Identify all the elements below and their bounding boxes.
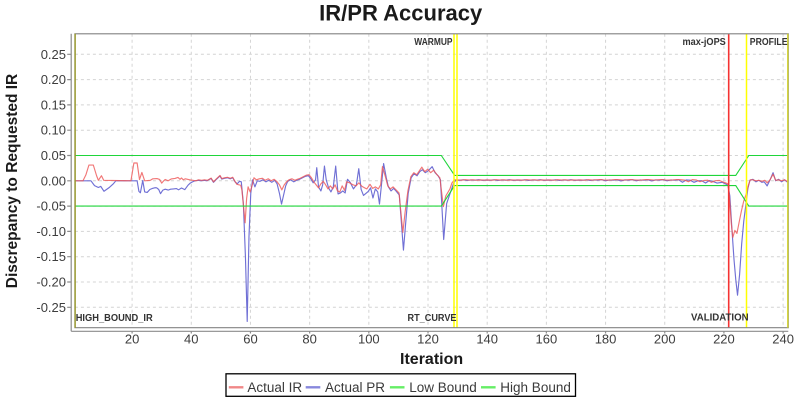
svg-text:100: 100 <box>358 332 380 347</box>
svg-text:PROFILE: PROFILE <box>750 37 788 48</box>
svg-text:High Bound: High Bound <box>500 380 571 395</box>
svg-text:max-jOPS: max-jOPS <box>683 37 726 48</box>
svg-text:0.15: 0.15 <box>41 97 66 112</box>
svg-text:Low Bound: Low Bound <box>409 380 477 395</box>
svg-text:Discrepancy to Requested IR: Discrepancy to Requested IR <box>4 74 21 288</box>
svg-text:40: 40 <box>184 332 198 347</box>
svg-text:VALIDATION: VALIDATION <box>691 313 749 324</box>
svg-text:Iteration: Iteration <box>400 351 463 368</box>
svg-text:-0.25: -0.25 <box>36 300 66 315</box>
svg-text:Actual IR: Actual IR <box>247 380 302 395</box>
svg-text:HIGH_BOUND_IR: HIGH_BOUND_IR <box>76 313 154 324</box>
svg-text:-0.10: -0.10 <box>36 224 66 239</box>
svg-text:IR/PR Accuracy: IR/PR Accuracy <box>319 0 483 25</box>
svg-text:-0.05: -0.05 <box>36 199 66 214</box>
svg-text:0.05: 0.05 <box>41 148 66 163</box>
svg-text:0.10: 0.10 <box>41 123 66 138</box>
svg-text:RT_CURVE: RT_CURVE <box>408 313 457 324</box>
svg-text:20: 20 <box>125 332 139 347</box>
svg-text:0.00: 0.00 <box>41 173 66 188</box>
svg-text:-0.15: -0.15 <box>36 249 66 264</box>
svg-text:Actual PR: Actual PR <box>325 380 385 395</box>
svg-text:160: 160 <box>536 332 558 347</box>
svg-text:220: 220 <box>713 332 735 347</box>
svg-text:80: 80 <box>302 332 316 347</box>
svg-text:120: 120 <box>417 332 439 347</box>
svg-text:140: 140 <box>476 332 498 347</box>
svg-text:WARMUP: WARMUP <box>414 37 452 48</box>
svg-text:0.20: 0.20 <box>41 72 66 87</box>
svg-text:60: 60 <box>243 332 257 347</box>
svg-text:180: 180 <box>595 332 617 347</box>
svg-text:0.25: 0.25 <box>41 47 66 62</box>
svg-text:240: 240 <box>772 332 794 347</box>
svg-text:-0.20: -0.20 <box>36 275 66 290</box>
svg-text:200: 200 <box>654 332 676 347</box>
